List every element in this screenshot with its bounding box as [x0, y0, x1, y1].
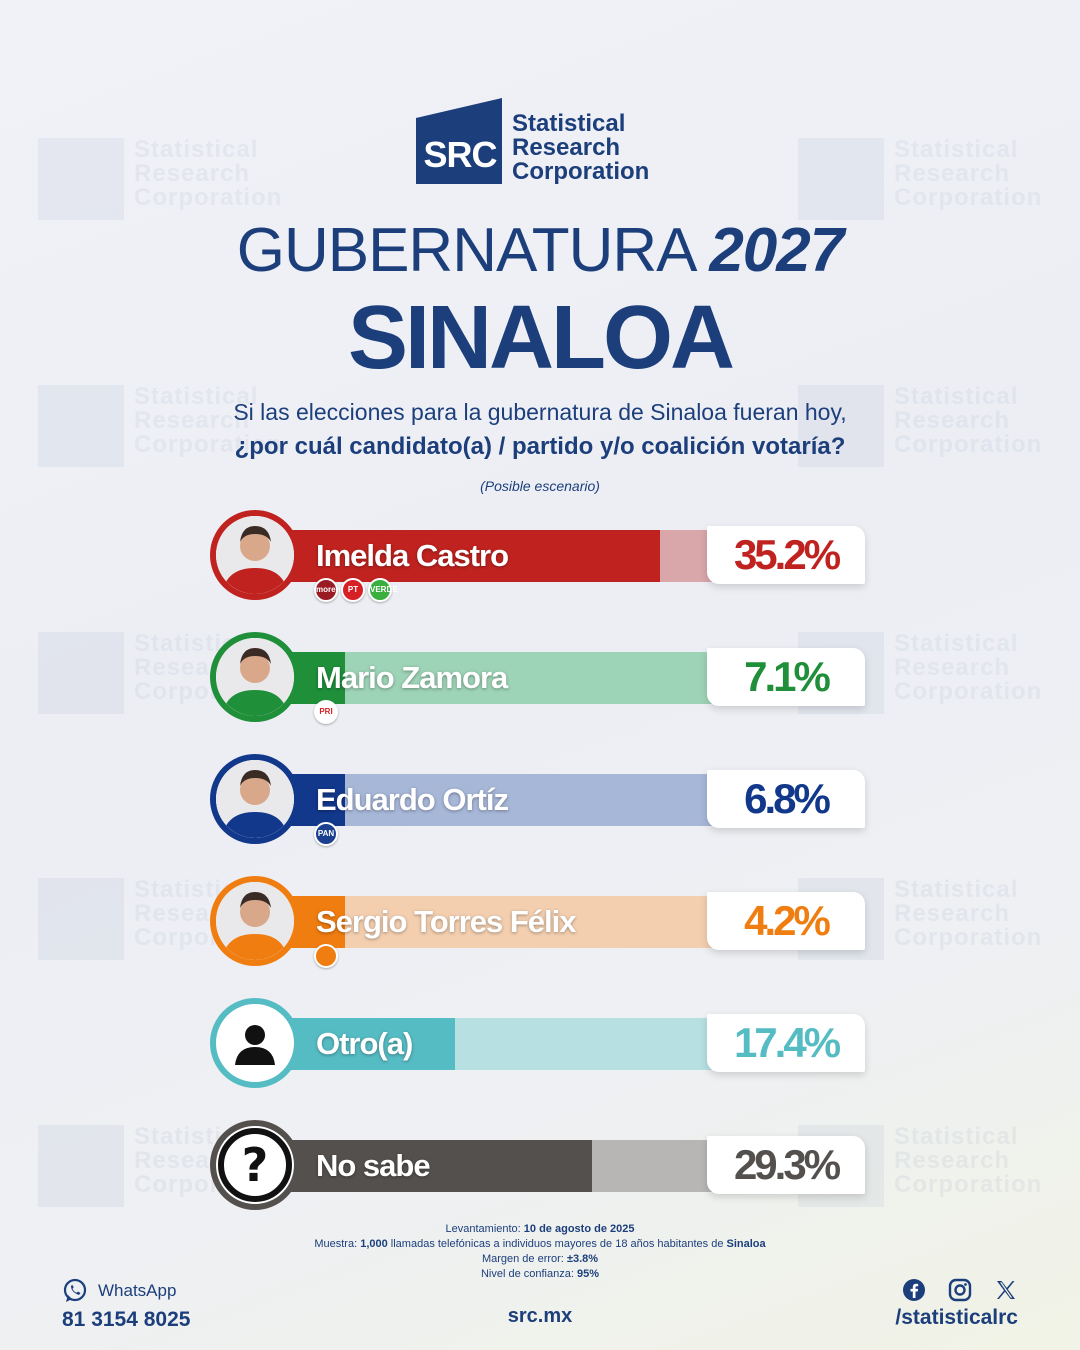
category-label: Sergio Torres Félix	[316, 904, 577, 939]
value-label: 4.2%	[744, 897, 831, 944]
logo-name-line: Research	[512, 134, 621, 161]
bar-row: Otro(a) 17.4%	[210, 998, 870, 1090]
question-mark-icon: ?	[210, 1120, 300, 1210]
watermark-text: Statistical Research Corporation	[894, 630, 1043, 705]
facebook-icon[interactable]	[902, 1278, 926, 1302]
watermark-text: Statistical Research Corporation	[894, 1123, 1043, 1198]
question-line-1: Si las elecciones para la gubernatura de…	[233, 399, 847, 425]
logo-abbr: SRC	[423, 134, 497, 175]
category-label: Otro(a)	[316, 1026, 413, 1061]
party-badges: PAN	[314, 822, 341, 846]
category-label: No sabe	[316, 1148, 431, 1183]
margin-line: Margen de error: ±3.8%	[0, 1252, 1080, 1267]
watermark: Statistical Research Corporation	[798, 138, 1042, 220]
value-label: 29.3%	[733, 1141, 841, 1188]
value-label-box	[707, 1014, 865, 1072]
logo-mark-icon	[416, 98, 502, 184]
value-label-box	[707, 526, 865, 584]
party-badges: morena PT VERDE	[314, 578, 398, 602]
value-label-box	[707, 770, 865, 828]
logo-name-line: Corporation	[512, 158, 650, 185]
sample-label: Muestra:	[314, 1238, 358, 1250]
sample-state: Sinaloa	[726, 1238, 766, 1250]
value-label: 6.8%	[744, 775, 831, 822]
margin-value: ±3.8%	[566, 1253, 599, 1265]
value-label-box	[707, 1136, 865, 1194]
value-label-box	[707, 648, 865, 706]
social-handle[interactable]: /statisticalrc	[895, 1306, 1018, 1329]
margin-label: Margen de error:	[481, 1253, 564, 1265]
value-label: 7.1%	[744, 653, 831, 700]
sample-size: 1,000	[360, 1238, 388, 1250]
page-title: GUBERNATURA 2027	[0, 216, 1080, 286]
website-link[interactable]: src.mx	[507, 1305, 573, 1327]
bar-row: Mario Zamora 7.1% PRI	[210, 632, 870, 724]
person-photo-icon	[210, 876, 300, 966]
sample-line: Muestra: 1,000 llamadas telefónicas a in…	[0, 1237, 1080, 1252]
confidence-line: Nivel de confianza: 95%	[0, 1267, 1080, 1282]
whatsapp-row: WhatsApp	[62, 1278, 190, 1304]
watermark-text: Statistical Research Corporation	[894, 876, 1043, 951]
confidence-value: 95%	[576, 1268, 600, 1280]
title-year: 2027	[709, 216, 844, 285]
bar-row: Imelda Castro 35.2% morena PT VERDE	[210, 510, 870, 602]
bar-row: No sabe 29.3%?	[210, 1120, 870, 1212]
value-label-box	[707, 892, 865, 950]
whatsapp-number[interactable]: 81 3154 8025	[62, 1308, 191, 1331]
party-logo-icon: PT	[341, 578, 365, 602]
confidence-label: Nivel de confianza:	[480, 1268, 574, 1280]
user-silhouette-icon	[210, 998, 300, 1088]
bar	[255, 530, 660, 582]
question-line-2: ¿por cuál candidato(a) / partido y/o coa…	[234, 433, 846, 460]
category-label: Imelda Castro	[316, 538, 509, 573]
x-icon[interactable]	[994, 1278, 1018, 1302]
person-photo-icon	[210, 510, 300, 600]
survey-label: Levantamiento:	[445, 1223, 521, 1235]
value-label: 35.2%	[733, 531, 841, 578]
bar-row: Eduardo Ortíz 6.8% PAN	[210, 754, 870, 846]
party-badges: PRI	[314, 700, 341, 724]
methodology-notes: Levantamiento: 10 de agosto de 2025 Mues…	[0, 1222, 1080, 1282]
state-title: SINALOA	[348, 288, 735, 388]
survey-date: 10 de agosto de 2025	[523, 1223, 635, 1235]
social-links: /statisticalrc	[895, 1278, 1018, 1330]
whatsapp-icon	[63, 1278, 87, 1302]
party-badges	[314, 944, 341, 968]
scenario-note: (Posible escenario)	[480, 478, 600, 494]
party-logo-icon: VERDE	[368, 578, 398, 602]
whatsapp-label: WhatsApp	[98, 1281, 177, 1300]
logo-name: Statistical Research Corporation	[512, 112, 649, 184]
category-label: Eduardo Ortíz	[316, 782, 509, 817]
logo-name-line: Statistical	[512, 110, 626, 137]
category-label: Mario Zamora	[316, 660, 508, 695]
bar	[255, 1140, 592, 1192]
social-icons	[895, 1278, 1018, 1302]
value-label: 17.4%	[733, 1019, 841, 1066]
whatsapp-contact[interactable]: WhatsApp 81 3154 8025	[62, 1278, 190, 1332]
title-word: GUBERNATURA	[236, 216, 694, 285]
watermark-text: Statistical Research Corporation	[134, 136, 283, 211]
watermark-text: Statistical Research Corporation	[894, 136, 1043, 211]
brand-logo: SRC Statistical Research Corporation	[416, 98, 676, 188]
party-logo-icon: morena	[314, 578, 345, 602]
person-photo-icon	[210, 754, 300, 844]
svg-text:?: ?	[242, 1138, 269, 1192]
survey-date-line: Levantamiento: 10 de agosto de 2025	[0, 1222, 1080, 1237]
bar-row: Sergio Torres Félix 4.2%	[210, 876, 870, 968]
instagram-icon[interactable]	[948, 1278, 972, 1302]
sample-desc: llamadas telefónicas a individuos mayore…	[390, 1238, 724, 1250]
party-logo-icon	[314, 944, 338, 968]
party-logo-icon: PRI	[314, 700, 338, 724]
party-logo-icon: PAN	[314, 822, 338, 846]
watermark: Statistical Research Corporation	[38, 138, 282, 220]
person-photo-icon	[210, 632, 300, 722]
